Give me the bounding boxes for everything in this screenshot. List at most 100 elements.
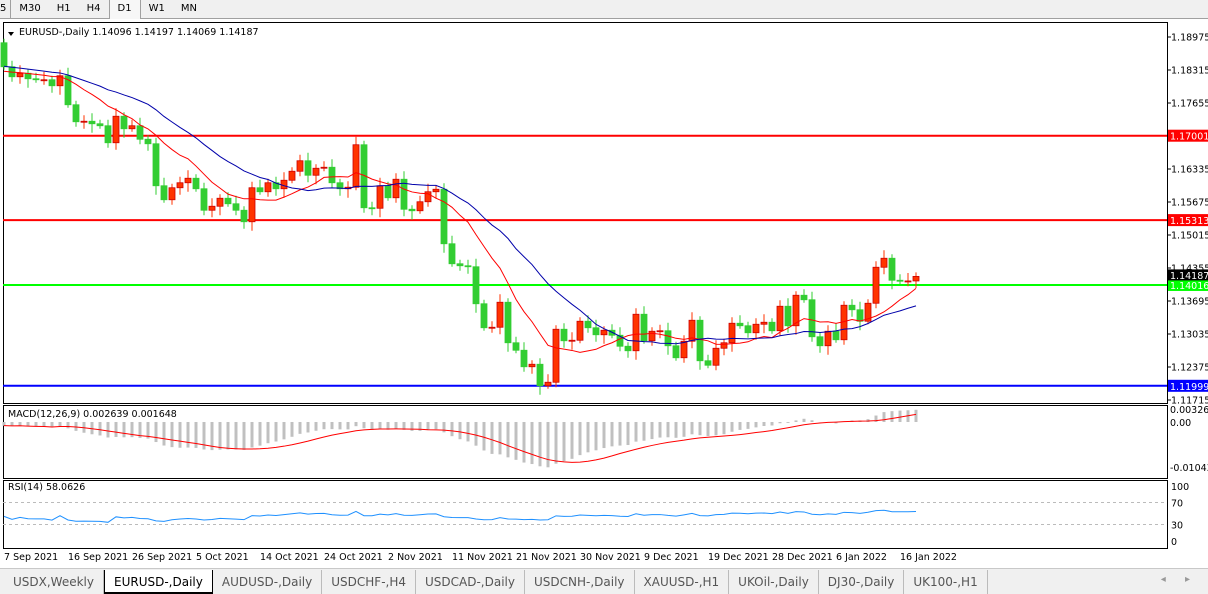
chart-canvas[interactable]: 1.18975 1.18315 1.17655 1.16335 1.15675 1.150… [0,19,1208,549]
chart-tab[interactable]: UK100-,H1 [904,570,988,594]
rsi-label: RSI(14) 58.0626 [8,482,85,493]
bearish-candle [640,313,648,342]
macd-histogram-bar [274,422,278,442]
price-label: 1.15015 [1171,231,1208,242]
macd-histogram-bar [314,422,318,431]
bullish-candle [40,79,48,82]
tab-scroll-arrows[interactable]: ◂ ▸ [1160,574,1198,585]
timeframe-5[interactable]: 5 [0,3,7,14]
bearish-candle [240,209,248,223]
macd-histogram-bar [690,422,694,435]
bullish-candle [264,182,272,193]
macd-histogram-bar [458,422,462,440]
macd-histogram-bar [218,422,222,450]
date-label: 24 Oct 2021 [324,552,383,563]
bullish-candle [864,302,872,322]
macd-histogram-bar [338,422,342,430]
macd-histogram-bar [506,422,510,458]
macd-histogram-bar [522,422,526,463]
bullish-candle [792,294,800,327]
timeframe-D1[interactable]: D1 [108,0,141,19]
macd-histogram-bar [170,422,174,448]
bearish-candle [384,185,392,199]
level-price-text: 1.17001 [1170,132,1208,143]
chart-tab[interactable]: USDCNH-,Daily [525,570,635,594]
bullish-candle [376,185,384,209]
chart-tab[interactable]: USDX,Weekly [4,570,104,594]
macd-histogram-bar [794,420,798,422]
bearish-candle [808,299,816,338]
timeframe-H1[interactable]: H1 [56,3,71,14]
macd-histogram-bar [594,422,598,451]
price-label: 1.13695 [1171,297,1208,308]
macd-histogram-bar [146,422,150,439]
macd-histogram-bar [34,422,38,427]
bullish-candle [688,319,696,342]
macd-histogram-bar [650,422,654,440]
bullish-candle [680,340,688,359]
date-label: 5 Oct 2021 [196,552,249,563]
bearish-candle [664,330,672,347]
bullish-candle [16,72,24,78]
bearish-candle [768,321,776,332]
macd-histogram-bar [874,415,878,422]
bullish-candle [168,187,176,201]
level-price-text: 1.15313 [1170,216,1208,227]
timeframe-H4[interactable]: H4 [86,3,101,14]
macd-histogram-bar [754,422,758,428]
macd-histogram-bar [234,422,238,450]
macd-histogram-bar [74,422,78,431]
date-label: 9 Dec 2021 [644,552,699,563]
chart-tab[interactable]: USDCAD-,Daily [416,570,525,594]
macd-histogram-bar [58,422,62,427]
macd-histogram-bar [466,422,470,442]
timeframe-M30[interactable]: M30 [10,0,48,19]
date-label: 6 Jan 2022 [836,552,887,563]
chart-tabs: USDX,Weekly EURUSD-,Daily AUDUSD-,Daily USD… [0,568,1208,594]
chart-tab[interactable]: EURUSD-,Daily [104,570,213,594]
macd-histogram-bar [618,422,622,446]
macd-histogram-bar [226,422,230,450]
rsi-axis-label: 30 [1171,521,1183,532]
bullish-candle [712,347,720,366]
timeframe-MN[interactable]: MN [180,3,197,14]
bearish-candle [584,320,592,329]
macd-histogram-bar [890,411,894,422]
macd-histogram-bar [114,422,118,437]
bearish-candle [440,188,448,245]
bullish-candle [416,201,424,212]
bearish-candle [696,319,704,362]
bullish-candle [248,187,256,223]
chart-tab[interactable]: USDCHF-,H4 [322,570,416,594]
macd-histogram-bar [626,422,630,446]
level-price-badge [1168,278,1208,291]
macd-histogram-bar [394,422,398,429]
chart-tab[interactable]: DJ30-,Daily [819,570,905,594]
macd-histogram-bar [450,422,454,437]
bullish-candle [912,275,920,282]
macd-histogram-bar [266,422,270,444]
bearish-candle [704,360,712,366]
bullish-candle [128,125,136,130]
timeframe-W1[interactable]: W1 [148,3,165,14]
chart-window[interactable]: 1.18975 1.18315 1.17655 1.16335 1.15675 1.150… [0,19,1208,549]
macd-histogram-bar [370,422,374,430]
macd-histogram-bar [682,422,686,437]
current-price-badge [1168,269,1208,281]
level-price-text: 1.14016 [1170,281,1208,292]
bearish-candle [304,160,312,176]
bullish-candle [56,75,64,87]
chart-tab[interactable]: UKOil-,Daily [729,570,819,594]
macd-histogram-bar [498,422,502,455]
macd-histogram-bar [634,422,638,442]
bearish-candle [256,187,264,193]
bearish-candle [400,178,408,210]
chart-tab[interactable]: AUDUSD-,Daily [213,570,323,594]
bullish-candle [632,313,640,352]
chart-tab[interactable]: XAUUSD-,H1 [635,570,730,594]
macd-label: MACD(12,26,9) 0.002639 0.001648 [8,409,177,420]
bearish-candle [736,322,744,327]
bearish-candle [888,257,896,281]
rsi-axis-label: 100 [1171,482,1189,493]
bearish-candle [472,266,480,305]
